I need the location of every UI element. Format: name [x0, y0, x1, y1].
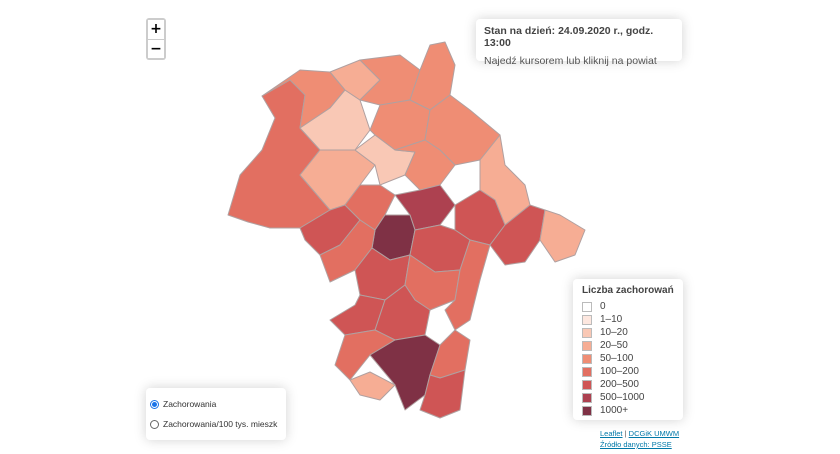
legend-swatch: [582, 327, 592, 338]
legend-item: 1000+: [582, 404, 674, 417]
legend-label: 1–10: [600, 314, 623, 325]
legend-label: 10–20: [600, 327, 628, 338]
county-region[interactable]: [539, 209, 586, 263]
legend-label: 1000+: [600, 405, 629, 416]
county-region[interactable]: [319, 219, 376, 283]
legend-swatch: [582, 366, 592, 377]
layer-option-label: Zachorowania: [163, 399, 217, 409]
info-panel: Stan na dzień: 24.09.2020 r., godz. 13:0…: [476, 19, 682, 67]
county-region[interactable]: [349, 371, 396, 401]
data-source-link[interactable]: Źródło danych: PSSE: [600, 440, 672, 449]
county-region[interactable]: [444, 239, 491, 331]
legend-label: 200–500: [600, 379, 639, 390]
layer-option-per-100k[interactable]: Zachorowania/100 tys. mieszk: [150, 414, 282, 434]
zoom-control: + −: [146, 18, 166, 60]
legend-label: 50–100: [600, 353, 634, 364]
layer-switcher: Zachorowania Zachorowania/100 tys. miesz…: [146, 388, 286, 440]
hover-hint: Najedź kursorem lub kliknij na powiat: [484, 55, 657, 67]
legend-item: 1–10: [582, 313, 674, 326]
legend-item: 100–200: [582, 365, 674, 378]
zoom-out-button[interactable]: −: [148, 39, 164, 58]
legend-item: 200–500: [582, 378, 674, 391]
legend-swatch: [582, 340, 592, 351]
legend-item: 20–50: [582, 339, 674, 352]
legend-item: 0: [582, 300, 674, 313]
county-region[interactable]: [489, 204, 546, 266]
attribution: Leaflet | DCGiK UMWM Źródło danych: PSSE: [600, 428, 679, 450]
radio-per-100k[interactable]: [150, 419, 159, 429]
dcgik-link[interactable]: DCGiK UMWM: [628, 429, 680, 438]
legend-item: 500–1000: [582, 391, 674, 404]
legend-label: 100–200: [600, 366, 639, 377]
legend-item: 10–20: [582, 326, 674, 339]
legend-swatch: [582, 405, 592, 416]
layer-option-cases[interactable]: Zachorowania: [150, 394, 282, 414]
legend-swatch: [582, 314, 592, 325]
leaflet-link[interactable]: Leaflet: [600, 429, 623, 438]
legend-label: 20–50: [600, 340, 628, 351]
legend-swatch: [582, 353, 592, 364]
legend-swatch: [582, 379, 592, 390]
county-region[interactable]: [419, 369, 466, 419]
legend-label: 0: [600, 301, 606, 312]
zoom-in-button[interactable]: +: [148, 20, 164, 39]
legend-swatch: [582, 392, 592, 403]
legend-swatch: [582, 301, 592, 312]
legend-item: 50–100: [582, 352, 674, 365]
radio-cases[interactable]: [150, 399, 159, 409]
legend-title: Liczba zachorowań: [582, 285, 674, 296]
attribution-separator: |: [622, 429, 629, 438]
legend: Liczba zachorowań 0 1–10 10–20 20–50 50–100 1…: [573, 279, 683, 420]
status-date: Stan na dzień: 24.09.2020 r., godz. 13:0…: [484, 25, 654, 49]
layer-option-label: Zachorowania/100 tys. mieszk: [163, 419, 278, 429]
legend-label: 500–1000: [600, 392, 645, 403]
